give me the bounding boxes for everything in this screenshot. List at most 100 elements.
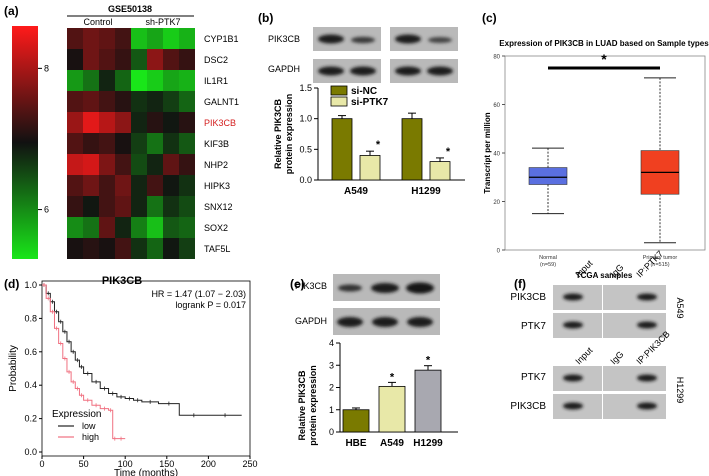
heatmap-cell	[147, 238, 163, 259]
coip-bottom-lane-input: Input	[573, 345, 595, 367]
heatmap-cell	[83, 154, 99, 175]
x-category-label: A549	[344, 186, 368, 197]
x-tick-label: 250	[242, 459, 257, 469]
heatmap-cell	[83, 112, 99, 133]
x-axis-title: TCGA samples	[576, 271, 633, 280]
panel-letter-f: (f)	[514, 277, 526, 291]
heatmap-cell	[115, 238, 131, 259]
heatmap-cell	[131, 133, 147, 154]
heatmap-cell	[163, 70, 179, 91]
blot-band	[563, 402, 583, 410]
box-normal-iqr	[528, 167, 568, 185]
y-axis-title: Relative PIK3CB	[273, 98, 283, 169]
x-tick-label: 150	[159, 459, 174, 469]
gene-label: HIPK3	[204, 181, 230, 191]
coip-top-row-1: PIK3CB	[510, 292, 546, 303]
bar	[414, 369, 442, 433]
heatmap-cell	[99, 28, 115, 49]
heatmap-cell	[67, 28, 83, 49]
significance-star: *	[446, 146, 451, 158]
heatmap-cell	[83, 49, 99, 70]
x-category-label: HBE	[345, 438, 366, 449]
heatmap-cell	[131, 28, 147, 49]
significance-star: *	[601, 51, 607, 67]
y-tick-label: 4	[329, 338, 334, 348]
heatmap-cell	[179, 217, 195, 238]
gene-label: GALNT1	[204, 97, 239, 107]
box-normal-n: (n=59)	[540, 262, 556, 268]
coip-top-cell-line: A549	[675, 297, 685, 318]
heatmap-cell	[163, 112, 179, 133]
panel-e: (e) PIK3CB GAPDH 0 1 2 3 4 Relative PIK3CB pro…	[290, 274, 458, 449]
bar	[342, 409, 370, 433]
heatmap-cell	[147, 133, 163, 154]
significance-star: *	[376, 139, 381, 151]
heatmap-cell	[99, 175, 115, 196]
heatmap-cell	[67, 154, 83, 175]
colorbar-tick-label: 6	[44, 205, 49, 215]
panel-letter-c: (c)	[482, 11, 497, 25]
y-tick-label: 3	[329, 360, 334, 370]
blot-band	[563, 293, 583, 301]
heatmap-cell	[67, 49, 83, 70]
coip-bottom-row-1: PTK7	[521, 372, 546, 383]
y-tick-label: 0.8	[24, 313, 37, 323]
heatmap-cell	[163, 217, 179, 238]
heatmap-cell	[99, 91, 115, 112]
y-tick-label: 0.2	[24, 414, 37, 424]
y-axis-title: Relative PIK3CB	[297, 370, 307, 441]
legend-label: low	[82, 421, 96, 431]
heatmap-cell	[147, 28, 163, 49]
colorbar-tick-label: 8	[44, 63, 49, 73]
y-tick-label: 0	[497, 249, 501, 255]
coip-top-row-2: PTK7	[521, 321, 546, 332]
significance-star: *	[426, 355, 431, 367]
y-axis-title: protein expression	[308, 365, 318, 446]
x-tick-label: 100	[118, 459, 133, 469]
blot-band	[407, 317, 433, 327]
heatmap-cell	[83, 70, 99, 91]
bar	[429, 161, 451, 181]
heatmap-cell	[163, 154, 179, 175]
blot-band	[637, 321, 657, 329]
heatmap-cell	[115, 112, 131, 133]
y-tick-label: 0.0	[24, 447, 37, 457]
box-normal-label: Normal	[539, 255, 557, 261]
heatmap-cell	[83, 133, 99, 154]
bar-chart-e: 0 1 2 3 4 Relative PIK3CB protein expression HB…	[297, 338, 458, 449]
blot-band	[637, 402, 657, 410]
heatmap-cell	[115, 28, 131, 49]
legend-label: high	[82, 432, 99, 442]
heatmap-cell	[99, 112, 115, 133]
heatmap-cell	[99, 154, 115, 175]
heatmap-cell	[131, 91, 147, 112]
blot-band	[318, 66, 344, 76]
blot-band	[371, 283, 399, 293]
gene-label: SOX2	[204, 223, 228, 233]
heatmap-cell	[99, 49, 115, 70]
heatmap-cell	[99, 70, 115, 91]
legend-swatch	[330, 85, 348, 96]
bar-chart-b: 0.0 0.5 1.0 1.5 Relative PIK3CB protein expre…	[273, 83, 465, 197]
box-plot-c: Expression of PIK3CB in LUAD based on Sa…	[483, 39, 709, 280]
panel-letter-d: (d)	[4, 277, 19, 291]
panel-letter-a: (a)	[4, 4, 19, 18]
y-tick-label: 0.6	[24, 347, 37, 357]
coip-bottom-lane-igg: IgG	[608, 349, 625, 366]
heatmap-cell	[131, 112, 147, 133]
blot-band	[318, 34, 344, 44]
blot-band	[395, 66, 421, 76]
box-tumor-label: Primary tumor	[643, 255, 678, 261]
heatmap-cell	[115, 154, 131, 175]
group-label-control: Control	[83, 17, 112, 27]
x-axis-title: Time (months)	[114, 468, 178, 476]
blot-band	[372, 317, 398, 327]
y-tick-label: 0	[329, 427, 334, 437]
heatmap-cell	[83, 28, 99, 49]
panel-letter-e: (e)	[290, 277, 305, 291]
heatmap-cell	[115, 49, 131, 70]
western-blot-b	[313, 27, 458, 83]
bar	[331, 118, 353, 181]
panel-d: (d) 0.0 0.2 0.4 0.6 0.8 1.0 0 50 100 150 200 250 Pro…	[4, 277, 258, 476]
blot-b-label-top: PIK3CB	[268, 34, 300, 44]
